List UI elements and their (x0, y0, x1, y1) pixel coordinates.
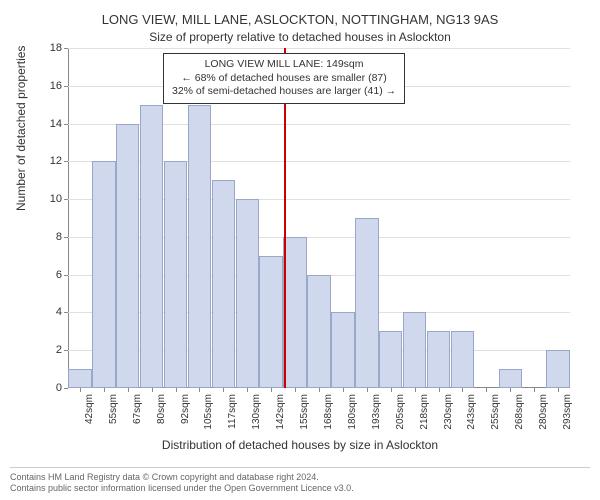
xtick-mark (391, 388, 392, 392)
y-axis-label: Number of detached properties (14, 46, 28, 211)
ytick-mark (64, 275, 68, 276)
ytick-label: 14 (50, 118, 62, 130)
xtick-mark (415, 388, 416, 392)
xtick-label: 67sqm (132, 394, 143, 424)
ytick-mark (64, 237, 68, 238)
xtick-label: 180sqm (347, 394, 358, 430)
histogram-bar (116, 124, 139, 388)
xtick-mark (104, 388, 105, 392)
ytick-mark (64, 350, 68, 351)
histogram-bar (499, 369, 522, 388)
histogram-bar (140, 105, 163, 388)
histogram-bar (212, 180, 235, 388)
histogram-bar (283, 237, 306, 388)
xtick-mark (295, 388, 296, 392)
xtick-mark (128, 388, 129, 392)
ytick-label: 6 (56, 269, 62, 281)
xtick-mark (486, 388, 487, 392)
xtick-label: 243sqm (466, 394, 477, 430)
annotation-line-3: 32% of semi-detached houses are larger (… (172, 85, 396, 99)
ytick-label: 10 (50, 193, 62, 205)
xtick-mark (558, 388, 559, 392)
ytick-label: 12 (50, 155, 62, 167)
xtick-label: 130sqm (251, 394, 262, 430)
ytick-label: 16 (50, 80, 62, 92)
xtick-label: 255sqm (490, 394, 501, 430)
ytick-label: 4 (56, 306, 62, 318)
histogram-bar (355, 218, 378, 388)
footer-attribution: Contains HM Land Registry data © Crown c… (10, 467, 590, 494)
annotation-line-1: LONG VIEW MILL LANE: 149sqm (172, 58, 396, 72)
ytick-mark (64, 124, 68, 125)
ytick-mark (64, 48, 68, 49)
histogram-bar (164, 161, 187, 388)
annotation-line-2: ← 68% of detached houses are smaller (87… (172, 72, 396, 86)
histogram-bar (451, 331, 474, 388)
histogram-bar (92, 161, 115, 388)
gridline (68, 48, 570, 49)
histogram-bar (379, 331, 402, 388)
chart-title: LONG VIEW, MILL LANE, ASLOCKTON, NOTTING… (0, 12, 600, 27)
xtick-label: 280sqm (538, 394, 549, 430)
ytick-mark (64, 312, 68, 313)
xtick-label: 155sqm (299, 394, 310, 430)
histogram-bar (403, 312, 426, 388)
xtick-mark (152, 388, 153, 392)
xtick-label: 142sqm (275, 394, 286, 430)
xtick-label: 80sqm (156, 394, 167, 424)
chart-subtitle: Size of property relative to detached ho… (0, 30, 600, 44)
xtick-mark (462, 388, 463, 392)
footer-line-2: Contains public sector information licen… (10, 483, 590, 494)
xtick-mark (319, 388, 320, 392)
histogram-bar (188, 105, 211, 388)
histogram-bar (307, 275, 330, 388)
histogram-bar (546, 350, 569, 388)
xtick-mark (271, 388, 272, 392)
footer-line-1: Contains HM Land Registry data © Crown c… (10, 472, 590, 483)
xtick-label: 230sqm (443, 394, 454, 430)
y-axis-line (68, 48, 69, 388)
xtick-mark (247, 388, 248, 392)
xtick-label: 205sqm (395, 394, 406, 430)
xtick-mark (343, 388, 344, 392)
xtick-mark (439, 388, 440, 392)
xtick-label: 168sqm (323, 394, 334, 430)
xtick-mark (223, 388, 224, 392)
xtick-mark (80, 388, 81, 392)
ytick-label: 8 (56, 231, 62, 243)
xtick-label: 268sqm (514, 394, 525, 430)
ytick-mark (64, 86, 68, 87)
histogram-bar (331, 312, 354, 388)
histogram-bar (236, 199, 259, 388)
xtick-label: 293sqm (562, 394, 573, 430)
chart-container: LONG VIEW, MILL LANE, ASLOCKTON, NOTTING… (0, 0, 600, 500)
xtick-label: 55sqm (108, 394, 119, 424)
xtick-mark (534, 388, 535, 392)
ytick-label: 18 (50, 42, 62, 54)
ytick-mark (64, 161, 68, 162)
xtick-label: 193sqm (371, 394, 382, 430)
xtick-label: 218sqm (419, 394, 430, 430)
xtick-mark (176, 388, 177, 392)
xtick-mark (367, 388, 368, 392)
plot-area: 02468101214161842sqm55sqm67sqm80sqm92sqm… (68, 48, 570, 388)
ytick-label: 2 (56, 344, 62, 356)
ytick-mark (64, 199, 68, 200)
ytick-label: 0 (56, 382, 62, 394)
xtick-mark (199, 388, 200, 392)
histogram-bar (427, 331, 450, 388)
xtick-label: 117sqm (227, 394, 238, 429)
histogram-bar (68, 369, 91, 388)
histogram-bar (259, 256, 282, 388)
xtick-label: 92sqm (180, 394, 191, 424)
ytick-mark (64, 388, 68, 389)
xtick-label: 105sqm (203, 394, 214, 430)
xtick-mark (510, 388, 511, 392)
x-axis-label: Distribution of detached houses by size … (0, 438, 600, 452)
xtick-label: 42sqm (84, 394, 95, 424)
annotation-box: LONG VIEW MILL LANE: 149sqm← 68% of deta… (163, 53, 405, 104)
